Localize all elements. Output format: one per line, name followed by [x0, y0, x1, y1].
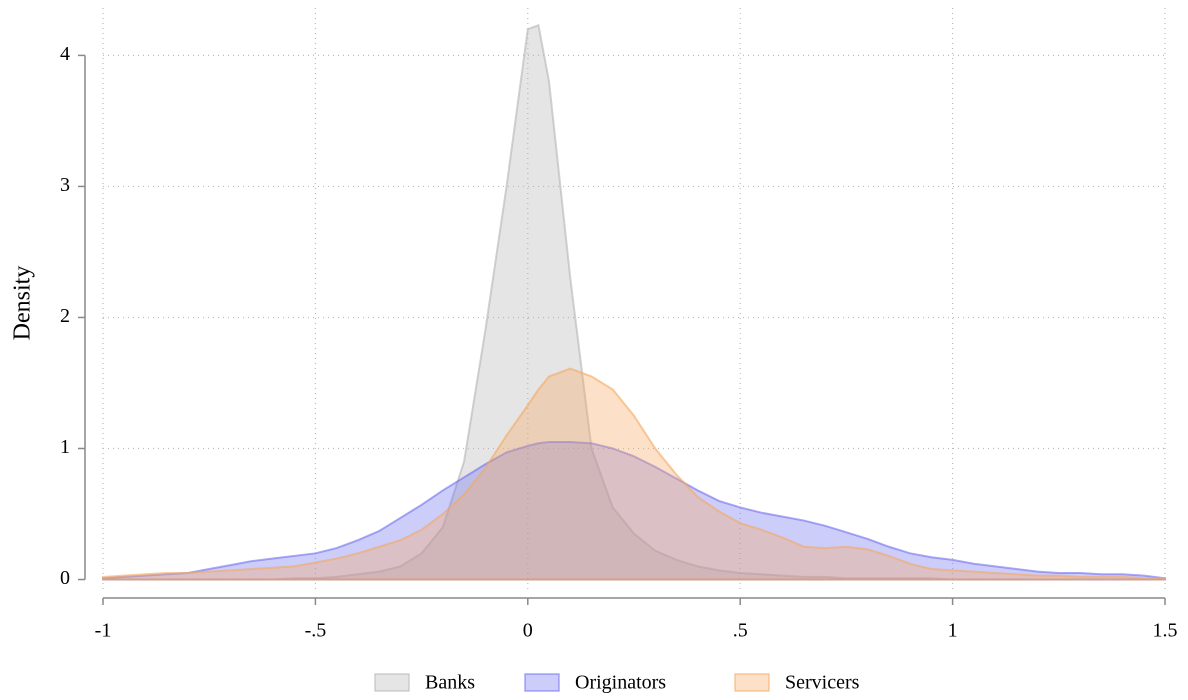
x-tick-label: 1.5: [1153, 620, 1178, 642]
y-tick-label: 3: [60, 174, 70, 196]
y-tick-label: 0: [60, 567, 70, 589]
x-tick-label: .5: [733, 620, 748, 642]
x-tick-label: 1: [948, 620, 958, 642]
legend-item: Servicers: [734, 672, 860, 694]
legend-label: Originators: [575, 672, 666, 694]
legend-label: Servicers: [785, 672, 860, 694]
y-tick-label: 2: [60, 305, 70, 327]
y-tick-label: 1: [60, 436, 70, 458]
legend-swatch: [524, 673, 560, 692]
y-tick-label: 4: [60, 43, 70, 65]
density-area: [102, 440, 1166, 581]
y-axis-label: Density: [10, 266, 36, 341]
x-tick-label: 0: [523, 620, 533, 642]
legend-item: Banks: [374, 672, 475, 694]
x-tick-label: -1: [95, 620, 112, 642]
density-area: [102, 367, 1166, 581]
legend-item: Originators: [524, 672, 666, 694]
x-tick-label: -.5: [305, 620, 327, 642]
legend-swatch: [734, 673, 770, 692]
legend-swatch: [374, 673, 410, 692]
legend-label: Banks: [425, 672, 475, 694]
